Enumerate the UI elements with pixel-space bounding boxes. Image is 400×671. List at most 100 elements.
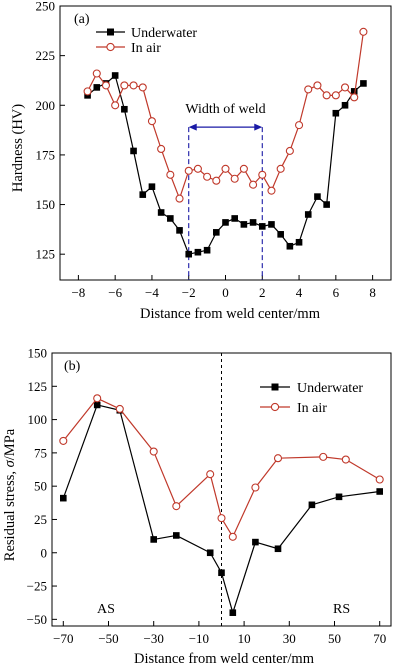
panel-a-series [83, 27, 368, 258]
data-point [350, 93, 359, 102]
data-point [230, 174, 239, 183]
panel-b-series [59, 394, 384, 616]
y-tick-label: 175 [36, 147, 56, 162]
data-point [203, 246, 211, 254]
series-in-air [59, 394, 384, 541]
y-tick-label: 250 [36, 0, 56, 14]
data-point [184, 166, 193, 175]
panel-a-legend-label-air: In air [131, 41, 161, 56]
data-point [323, 201, 330, 208]
panel-b-y-axis-label: Residual stress, σ/MPa [2, 428, 18, 561]
x-tick-label: −8 [71, 285, 85, 300]
data-point [149, 447, 158, 456]
data-point [376, 488, 383, 495]
data-point [295, 121, 304, 130]
data-point [252, 538, 259, 546]
y-tick-label: 125 [28, 379, 48, 394]
panel-a-legend: Underwater In air [96, 26, 197, 56]
data-point [93, 84, 101, 91]
data-point [93, 401, 101, 409]
data-point [341, 101, 349, 109]
data-point [222, 219, 229, 226]
x-tick-label: 0 [222, 285, 229, 300]
data-point [249, 180, 258, 189]
panel-a-weld-width-annotation: Width of weld [185, 102, 266, 280]
data-point [285, 146, 294, 155]
y-tick-label: 200 [36, 98, 56, 113]
data-point [221, 164, 230, 173]
data-point [129, 81, 138, 90]
data-point [273, 454, 283, 463]
data-point [335, 493, 343, 501]
panel-b-legend-label-air: In air [297, 401, 327, 416]
data-point [213, 229, 220, 236]
data-point [359, 27, 368, 36]
data-point [268, 221, 275, 228]
panel-b-legend-marker-underwater [271, 383, 279, 391]
data-point [258, 170, 267, 179]
data-point [139, 191, 147, 198]
data-point [217, 514, 226, 523]
panel-a-tag: (a) [74, 12, 90, 27]
panel-b-legend: Underwater In air [260, 381, 363, 416]
data-point [331, 91, 340, 100]
data-point [332, 109, 340, 117]
data-point [120, 81, 129, 90]
data-point [304, 85, 313, 94]
data-point [240, 221, 248, 228]
x-tick-label: 70 [373, 631, 386, 646]
weld-width-arrow-head-left [188, 123, 197, 131]
data-point [157, 144, 166, 154]
panel-a-y-ticks: 125 150 175 200 225 250 [36, 0, 65, 262]
panel-a-legend-marker-underwater [107, 28, 114, 36]
data-point [60, 494, 67, 502]
data-point [93, 394, 102, 403]
data-point [239, 164, 248, 173]
data-point [218, 569, 225, 577]
data-point [203, 172, 212, 181]
data-point [193, 164, 202, 173]
panel-b-annotation-rs: RS [333, 602, 350, 617]
data-point [92, 69, 101, 78]
data-point [314, 193, 321, 200]
panel-a-legend-marker-air [106, 42, 115, 52]
panel-b-x-ticks: −70 −50 −30 −10 10 30 50 70 [53, 621, 386, 646]
data-point [121, 105, 128, 113]
panel-a-x-axis-label: Distance from weld center/mm [140, 306, 321, 322]
data-point [176, 227, 183, 234]
x-tick-label: 10 [238, 631, 251, 646]
data-point [274, 545, 282, 553]
y-tick-label: −25 [27, 579, 47, 594]
y-tick-label: 125 [36, 247, 56, 262]
panel-b-x-axis-label: Distance from weld center/mm [134, 651, 315, 667]
data-point [341, 455, 350, 464]
y-tick-label: 25 [34, 512, 47, 527]
data-point [147, 117, 156, 126]
data-point [375, 475, 384, 484]
y-tick-label: 100 [28, 412, 48, 427]
panel-b-y-axis-label-symbol: σ [2, 459, 18, 467]
data-point [173, 532, 180, 539]
y-tick-label: 150 [28, 346, 48, 361]
x-tick-label: 8 [369, 285, 376, 300]
x-tick-label: −4 [145, 285, 159, 300]
data-point [206, 549, 214, 557]
x-tick-label: 4 [296, 285, 303, 300]
data-point [308, 501, 316, 509]
data-point [115, 404, 124, 413]
x-tick-label: −10 [189, 631, 209, 646]
y-tick-label: 75 [34, 445, 47, 460]
data-point [360, 80, 367, 87]
x-tick-label: −30 [144, 631, 164, 646]
panel-b-y-axis-label-prefix: Residual stress, [2, 467, 18, 561]
weld-width-label: Width of weld [185, 102, 265, 117]
y-tick-label: 0 [41, 545, 48, 560]
data-point [231, 215, 238, 222]
x-tick-label: 6 [333, 285, 340, 300]
data-point [59, 436, 68, 445]
data-point [138, 83, 147, 92]
panel-b-legend-label-underwater: Underwater [297, 381, 363, 396]
series-underwater [84, 72, 367, 258]
y-tick-label: 150 [36, 197, 56, 212]
